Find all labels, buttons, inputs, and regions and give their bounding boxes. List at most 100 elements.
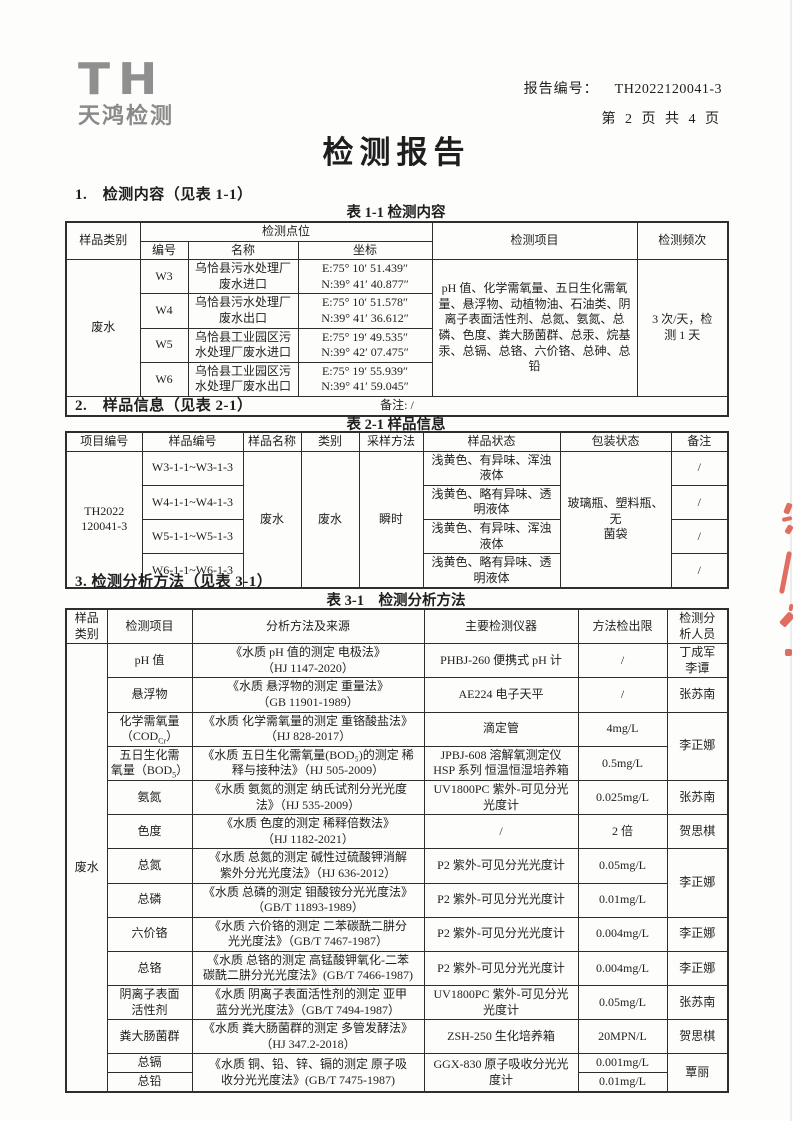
- table-row: 备注: /: [65, 395, 729, 417]
- t2-remark-cell: /: [670, 553, 729, 589]
- t2-sampling-value: 瞬时: [358, 450, 424, 589]
- t3-h-sample-type: 样品 类别: [65, 608, 108, 645]
- seal-fragment-icon: [785, 649, 792, 656]
- t3-item-cell: 总铅: [106, 1072, 193, 1093]
- t3-item-cell-cod: 化学需氧量 （CODCr）: [106, 711, 193, 747]
- page-title: 检测报告: [322, 135, 471, 170]
- table-3-1-analysis-methods: 样品 类别 检测项目 分析方法及来源 主要检测仪器 方法检出限 检测分 析人员 …: [65, 608, 729, 1093]
- table-row: 总磷 《水质 总磷的测定 钼酸铵分光光度法》 （GB/T 11893-1989）…: [66, 882, 728, 918]
- table-row: W6-1-1~W6-1-3 浅黄色、略有异味、透 明液体 /: [66, 553, 729, 589]
- t3-item-cell: 粪大肠菌群: [106, 1019, 193, 1055]
- t3-method-cell: 《水质 阴离子表面活性剂的测定 亚甲 蓝分光光度法》（GB/T 7494-198…: [191, 985, 425, 1021]
- t1-code-cell: W6: [139, 361, 189, 397]
- table-row: 编号 名称 坐标: [66, 240, 728, 261]
- table-row: 样品类别 检测点位 检测项目 检测频次: [65, 221, 729, 261]
- t2-remark-cell: /: [670, 518, 729, 555]
- t1-name-cell: 乌恰县工业园区污 水处理厂废水出口: [187, 361, 299, 397]
- table-row: 悬浮物 《水质 悬浮物的测定 重量法》 （GB 11901-1989） AE22…: [66, 677, 729, 713]
- t3-h-analyst: 检测分 析人员: [666, 608, 729, 645]
- t3-limit-cell: 0.05mg/L: [577, 848, 668, 884]
- t3-limit-cell: 20MPN/L: [577, 1019, 668, 1055]
- t3-item-cell: 色度: [106, 814, 193, 850]
- t3-method-cell: 《水质 总磷的测定 钼酸铵分光光度法》 （GB/T 11893-1989）: [191, 882, 425, 918]
- t3-instrument-cell: 滴定管: [423, 711, 579, 747]
- t2-h-category: 类别: [300, 431, 360, 452]
- t3-instrument-cell: P2 紫外-可见分光光度计: [423, 916, 579, 952]
- table-2-1-sample-info: 项目编号 样品编号 样品名称 类别 采样方法 样品状态 包装状态 备注 TH20…: [65, 431, 729, 590]
- t3-item-cell: pH 值: [106, 643, 193, 679]
- t3-h-limit: 方法检出限: [577, 608, 668, 645]
- t3-item-cell: 悬浮物: [106, 677, 193, 713]
- table-row: 化学需氧量 （CODCr） 《水质 化学需氧量的测定 重铬酸盐法》 （HJ 828…: [66, 711, 729, 781]
- t3-sample-type-value: 废水: [65, 643, 108, 1093]
- t3-limit-cell: 0.01mg/L: [577, 882, 668, 918]
- t3-instrument-cell: /: [423, 814, 579, 850]
- t2-h-packaging: 包装状态: [559, 431, 672, 452]
- t3-limit-cell: 0.004mg/L: [577, 950, 668, 987]
- report-number-line: 报告编号： TH2022120041-3: [524, 78, 722, 98]
- t3-analyst-cell: 李正娜: [666, 711, 729, 781]
- table-row: TH2022 120041-3 W3-1-1~W3-1-3 废水 废水 瞬时 浅…: [65, 450, 729, 589]
- table-row: W5 乌恰县工业园区污 水处理厂废水进口 E:75° 19′ 49.535″ N…: [66, 327, 728, 363]
- table-row: 项目编号 样品编号 样品名称 类别 采样方法 样品状态 包装状态 备注: [65, 431, 729, 452]
- table-row: 总铬 《水质 总铬的测定 高锰酸钾氧化-二苯 碳酰二肼分光光度法》(GB/T 7…: [66, 950, 729, 987]
- section2-heading: 2. 样品信息（见表 2-1）: [75, 398, 253, 414]
- t3-method-cell: 《水质 氨氮的测定 纳氏试剂分光光度 法》（HJ 535-2009）: [191, 779, 425, 816]
- t1-h-sample-type: 样品类别: [65, 221, 141, 261]
- t3-method-cell: 《水质 六价铬的测定 二苯碳酰二肼分 光光度法》（GB/T 7467-1987）: [191, 916, 425, 952]
- table-row: W4-1-1~W4-1-3 浅黄色、略有异味、透 明液体 /: [66, 484, 729, 520]
- t3-item-cell: 总镉: [106, 1053, 193, 1074]
- t1-h-items: 检测项目: [431, 221, 638, 261]
- t2-status-cell: 浅黄色、略有异味、透 明液体: [422, 484, 561, 520]
- table-row: 六价铬 《水质 六价铬的测定 二苯碳酰二肼分 光光度法》（GB/T 7467-1…: [66, 916, 729, 952]
- t3-instrument-cell: UV1800PC 紫外-可见分光 光度计: [423, 985, 579, 1021]
- t3-instrument-cell: JPBJ-608 溶解氧测定仪 HSP 系列 恒温恒湿培养箱: [423, 745, 579, 781]
- t3-analyst-cell: 贺思棋: [666, 814, 729, 850]
- table-row: 氨氮 《水质 氨氮的测定 纳氏试剂分光光度 法》（HJ 535-2009） UV…: [66, 779, 729, 816]
- t2-sample-no-cell: W3-1-1~W3-1-3: [141, 450, 244, 486]
- t1-code-cell: W3: [139, 259, 189, 295]
- t3-analyst-cell: 李正娜: [666, 848, 729, 918]
- t1-h-coord: 坐标: [297, 240, 433, 261]
- t3-analyst-cell: 李正娜: [666, 950, 729, 987]
- t1-note-cell: 备注: /: [65, 395, 729, 417]
- table-row: 废水 pH 值 《水质 pH 值的测定 电极法》 （HJ 1147-2020） …: [65, 643, 729, 1093]
- t1-freq-value: 3 次/天，检 测 1 天: [636, 259, 729, 397]
- t3-instrument-cell: P2 紫外-可见分光光度计: [423, 950, 579, 987]
- t2-h-status: 样品状态: [422, 431, 561, 452]
- t2-remark-cell: /: [670, 450, 729, 486]
- t3-item-cell: 总铬: [106, 950, 193, 987]
- t2-h-remark: 备注: [670, 431, 729, 452]
- page-indicator: 第 2 页 共 4 页: [601, 112, 722, 127]
- table1-caption: 表 1-1 检测内容: [346, 205, 446, 221]
- t3-limit-cell: 0.004mg/L: [577, 916, 668, 952]
- t2-sample-name-value: 废水: [242, 450, 302, 589]
- t3-analyst-cell: 张苏南: [666, 677, 729, 713]
- section3-heading: 3. 检测分析方法（见表 3-1）: [75, 574, 273, 590]
- report-no-label: 报告编号：: [523, 82, 599, 97]
- t2-h-sampling: 采样方法: [358, 431, 424, 452]
- t3-instrument-cell: ZSH-250 生化培养箱: [423, 1019, 579, 1055]
- t3-instrument-cell: UV1800PC 紫外-可见分光 光度计: [423, 779, 579, 816]
- t3-limit-cell: 2 倍: [577, 814, 668, 850]
- table-row: W4 乌恰县污水处理厂 废水出口 E:75° 10′ 51.578″ N:39°…: [66, 293, 728, 329]
- t3-h-instrument: 主要检测仪器: [423, 608, 579, 645]
- t3-item-cell: 阴离子表面 活性剂: [106, 985, 193, 1021]
- t1-name-cell: 乌恰县污水处理厂 废水进口: [187, 259, 299, 295]
- table2-caption: 表 2-1 样品信息: [346, 417, 446, 433]
- header-meta: 报告编号： TH2022120041-3 第 2 页 共 4 页: [524, 78, 722, 128]
- t3-instrument-cell: P2 紫外-可见分光光度计: [423, 882, 579, 918]
- t2-status-cell: 浅黄色、有异味、浑浊 液体: [422, 518, 561, 555]
- t3-method-cell: 《水质 铜、铅、锌、镉的测定 原子吸 收分光光度法》(GB/T 7475-198…: [191, 1053, 425, 1093]
- t3-instrument-cell: P2 紫外-可见分光光度计: [423, 848, 579, 884]
- t3-limit-cell: 0.5mg/L: [577, 745, 668, 781]
- table-row: 样品 类别 检测项目 分析方法及来源 主要检测仪器 方法检出限 检测分 析人员: [65, 608, 729, 645]
- table-row: 五日生化需 氧量（BOD5） 《水质 五日生化需氧量(BOD₅)的测定 稀 释与接…: [66, 745, 728, 781]
- t3-limit-cell: 0.01mg/L: [577, 1072, 668, 1093]
- t3-limit-cell: 0.001mg/L: [577, 1053, 668, 1074]
- t3-instrument-cell: GGX-830 原子吸收分光光 度计: [423, 1053, 579, 1093]
- t1-h-name: 名称: [187, 240, 299, 261]
- t3-analyst-cell: 覃丽: [666, 1053, 729, 1093]
- scan-edge-line: [790, 0, 792, 1121]
- t3-method-cell: 《水质 pH 值的测定 电极法》 （HJ 1147-2020）: [191, 643, 425, 679]
